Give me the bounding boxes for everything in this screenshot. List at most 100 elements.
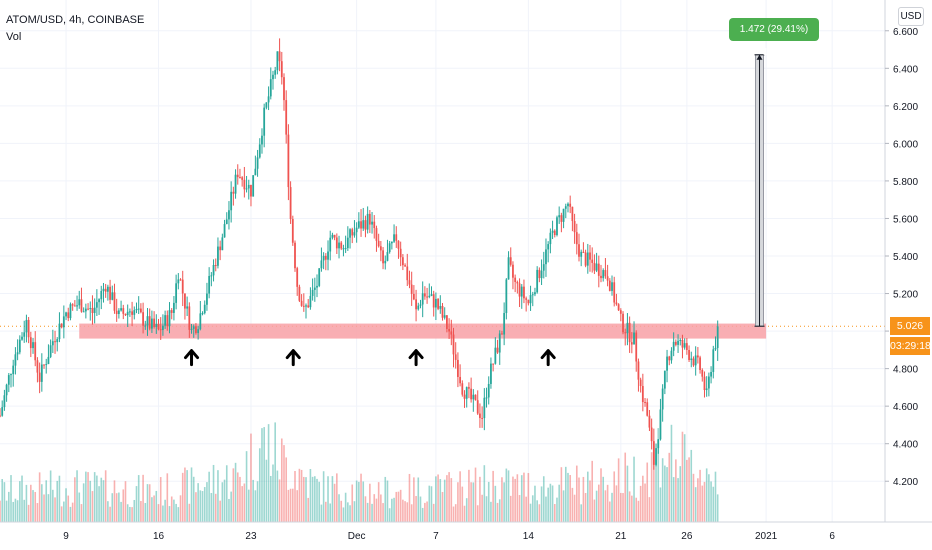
candle-body — [454, 354, 457, 360]
volume-bar — [120, 501, 122, 522]
candle-body — [639, 379, 642, 387]
volume-bar — [653, 445, 655, 522]
candle-body — [49, 345, 52, 357]
volume-bar — [54, 497, 56, 522]
volume-bar — [371, 503, 373, 522]
volume-bar — [536, 500, 538, 522]
time-axis: 9 16 23 Dec 7 14 21 26 2021 6 — [0, 521, 932, 542]
candle-body — [351, 229, 354, 236]
volume-bar — [670, 424, 673, 522]
candle-body — [516, 281, 519, 284]
volume-bar — [351, 484, 354, 522]
volume-bar — [620, 492, 622, 522]
candle-body — [14, 354, 17, 366]
volume-bar — [340, 500, 343, 522]
price-tick-label: 5.800 — [893, 177, 918, 188]
volume-bar — [91, 491, 94, 522]
volume-bar — [93, 472, 96, 522]
candle-body — [446, 315, 448, 329]
volume-bar — [278, 479, 281, 522]
volume-bar — [63, 501, 65, 522]
volume-bar — [329, 503, 332, 522]
candle-body — [120, 308, 122, 311]
volume-bar — [540, 486, 543, 522]
volume-bar — [291, 488, 294, 522]
up-arrow-icon — [285, 349, 301, 367]
candle-body — [617, 304, 620, 311]
candle-body — [89, 308, 92, 310]
candle-body — [274, 70, 277, 75]
candle-body — [342, 248, 345, 250]
volume-bar — [366, 502, 369, 522]
candle-body — [5, 384, 8, 396]
candle-body — [327, 251, 329, 260]
candle-body — [628, 322, 631, 343]
volume-bar — [549, 483, 552, 522]
currency-button[interactable]: USD — [898, 7, 924, 26]
candle-body — [498, 333, 501, 353]
volume-bar — [560, 467, 563, 522]
volume-bar — [23, 499, 26, 522]
candle-body — [32, 342, 34, 349]
price-tick-label: 5.200 — [893, 290, 918, 301]
candle-body — [106, 286, 109, 292]
candle-body — [155, 324, 158, 327]
measure-tool — [754, 54, 765, 327]
volume-bar — [336, 473, 338, 522]
symbol-title[interactable]: ATOM/USD, 4h, COINBASE — [6, 14, 145, 26]
volume-bar — [155, 490, 158, 522]
volume-bar — [338, 494, 340, 522]
candle-body — [109, 286, 111, 300]
volume-bar — [199, 490, 202, 522]
volume-bar — [692, 473, 695, 522]
candle-body — [666, 356, 668, 371]
volume-bar — [192, 476, 195, 522]
volume-bar — [36, 503, 39, 522]
candle-body — [615, 302, 618, 305]
candle-body — [382, 250, 384, 264]
volume-bar — [375, 498, 378, 522]
volume-bar — [309, 469, 312, 522]
candle-body — [459, 376, 462, 384]
candle-body — [124, 313, 127, 316]
candle-body — [468, 387, 470, 389]
volume-bar — [102, 480, 105, 522]
candle-body — [62, 316, 65, 328]
price-tick-label: 4.800 — [893, 365, 918, 376]
volume-bar — [85, 471, 87, 522]
volume-bar — [230, 491, 232, 522]
volume-bar — [708, 474, 710, 522]
volume-indicator-label[interactable]: Vol — [6, 31, 22, 43]
candle-body — [564, 206, 567, 209]
candle-body — [128, 311, 131, 313]
candle-body — [159, 329, 162, 331]
volume-bar — [60, 506, 63, 522]
volume-bar — [648, 497, 651, 522]
volume-bar — [300, 469, 303, 522]
volume-bar — [399, 489, 402, 522]
time-tick-label: 6 — [829, 531, 835, 542]
candle-body — [278, 51, 281, 62]
volume-bar — [714, 471, 717, 522]
volume-bar — [89, 480, 92, 522]
last-price-tag: 5.026 — [890, 317, 930, 336]
candle-body — [379, 246, 382, 251]
candle-body — [93, 307, 96, 314]
volume-bar — [631, 495, 633, 522]
volume-bar — [325, 501, 327, 522]
candle-body — [597, 263, 600, 276]
candle-body — [7, 375, 10, 385]
volume-bar — [214, 493, 217, 522]
volume-bar — [642, 475, 644, 522]
volume-bar — [461, 486, 464, 522]
candle-body — [151, 318, 153, 329]
volume-bar — [32, 490, 34, 522]
candle-body — [406, 266, 409, 281]
candle-body — [309, 295, 312, 308]
candle-body — [593, 262, 596, 271]
volume-bar — [333, 483, 336, 522]
volume-bar — [430, 486, 433, 522]
volume-bar — [437, 474, 439, 522]
candle-body — [432, 294, 435, 308]
